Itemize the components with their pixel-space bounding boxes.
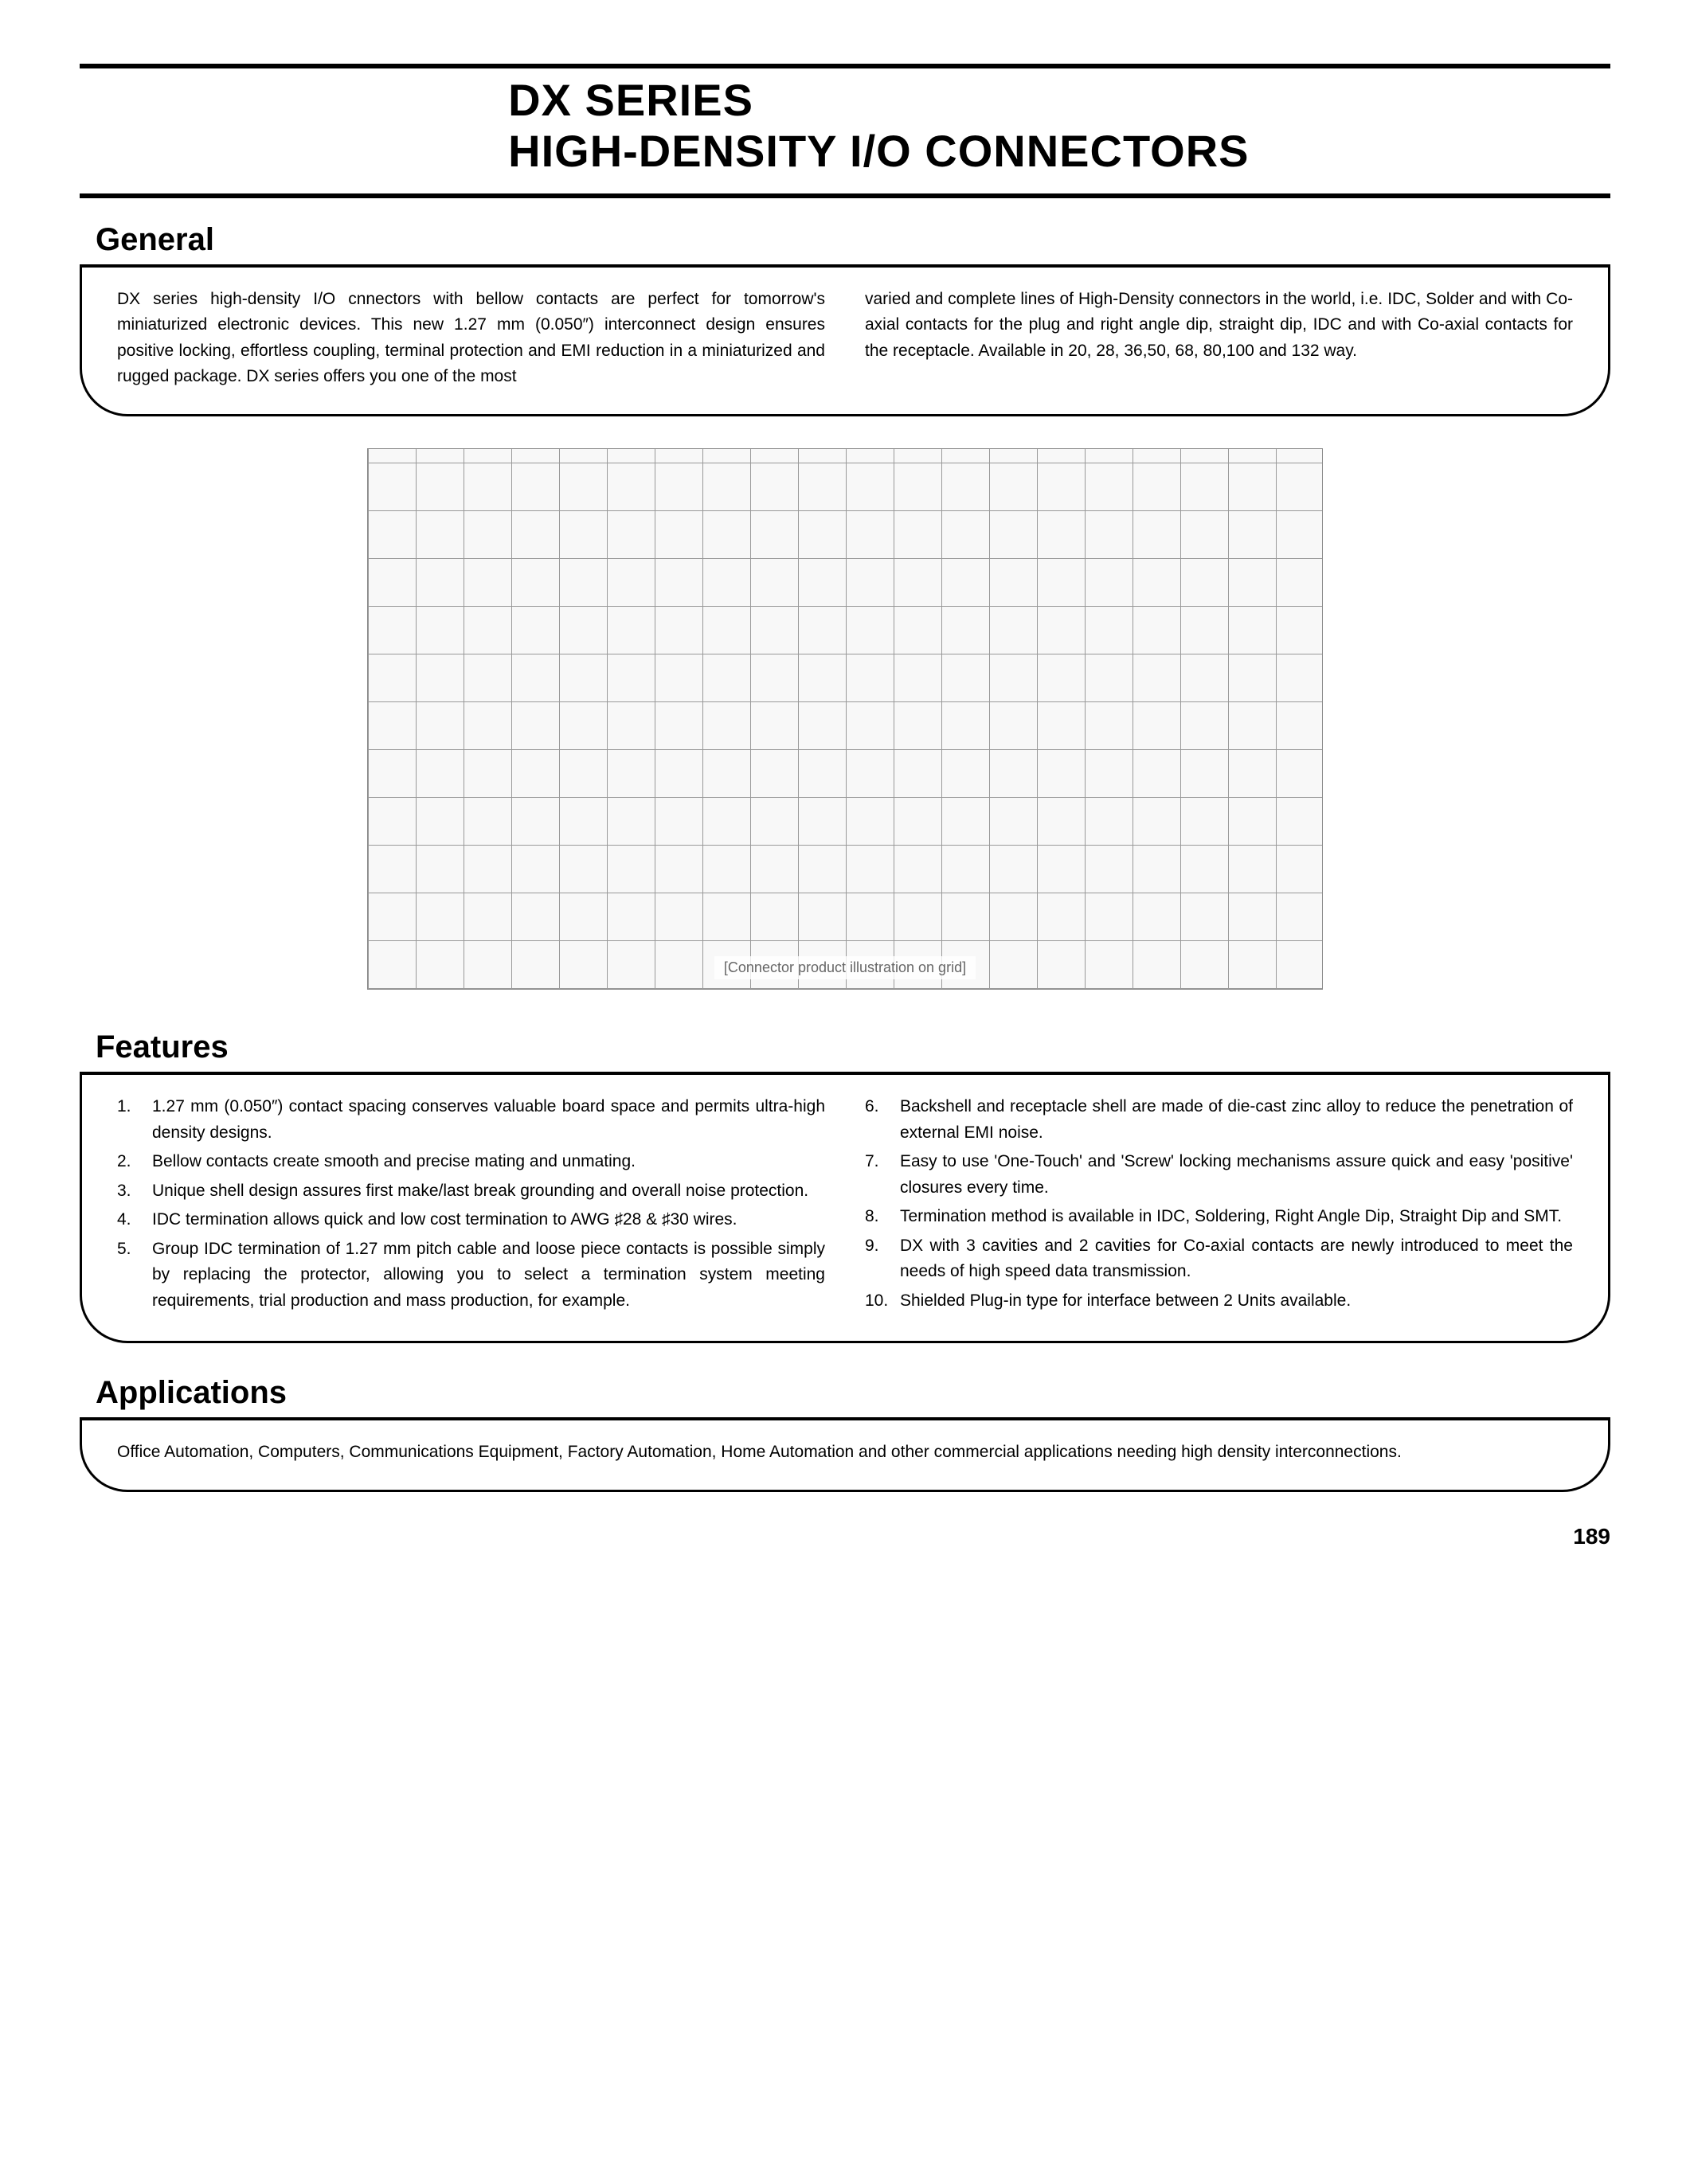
feature-number: 2. [117,1149,152,1175]
product-image-area: [Connector product illustration on grid] [80,448,1610,990]
feature-number: 6. [865,1094,900,1146]
feature-item: 1. 1.27 mm (0.050″) contact spacing cons… [117,1094,825,1146]
features-col-right: 6. Backshell and receptacle shell are ma… [865,1094,1573,1317]
image-caption: [Connector product illustration on grid] [714,956,976,979]
features-bubble: 1. 1.27 mm (0.050″) contact spacing cons… [80,1075,1610,1343]
feature-item: 2. Bellow contacts create smooth and pre… [117,1149,825,1175]
feature-number: 1. [117,1094,152,1146]
general-heading: General [80,222,1610,258]
general-columns: DX series high-density I/O cnnectors wit… [117,287,1573,390]
feature-number: 3. [117,1178,152,1205]
feature-text: Shielded Plug-in type for interface betw… [900,1288,1351,1315]
feature-text: Easy to use 'One-Touch' and 'Screw' lock… [900,1149,1573,1201]
features-columns: 1. 1.27 mm (0.050″) contact spacing cons… [117,1094,1573,1317]
feature-item: 5. Group IDC termination of 1.27 mm pitc… [117,1237,825,1315]
feature-text: Backshell and receptacle shell are made … [900,1094,1573,1146]
feature-item: 7. Easy to use 'One-Touch' and 'Screw' l… [865,1149,1573,1201]
title-bottom-rule [80,193,1610,198]
general-col-2: varied and complete lines of High-Densit… [865,287,1573,390]
page-number: 189 [80,1524,1610,1549]
applications-text: Office Automation, Computers, Communicat… [117,1440,1573,1466]
feature-text: Bellow contacts create smooth and precis… [152,1149,636,1175]
title-line-2: HIGH-DENSITY I/O CONNECTORS [508,126,1610,177]
feature-text: 1.27 mm (0.050″) contact spacing conserv… [152,1094,825,1146]
top-border-rule [80,64,1610,68]
feature-item: 9. DX with 3 cavities and 2 cavities for… [865,1233,1573,1285]
general-bubble: DX series high-density I/O cnnectors wit… [80,268,1610,416]
feature-number: 8. [865,1204,900,1230]
feature-text: Group IDC termination of 1.27 mm pitch c… [152,1237,825,1315]
applications-heading: Applications [80,1375,1610,1411]
title-line-1: DX SERIES [508,75,1610,126]
feature-text: Termination method is available in IDC, … [900,1204,1562,1230]
feature-text: IDC termination allows quick and low cos… [152,1207,737,1233]
features-heading: Features [80,1029,1610,1065]
feature-item: 3. Unique shell design assures first mak… [117,1178,825,1205]
feature-number: 4. [117,1207,152,1233]
feature-number: 9. [865,1233,900,1285]
feature-text: DX with 3 cavities and 2 cavities for Co… [900,1233,1573,1285]
features-col-left: 1. 1.27 mm (0.050″) contact spacing cons… [117,1094,825,1317]
feature-number: 7. [865,1149,900,1201]
general-col-1: DX series high-density I/O cnnectors wit… [117,287,825,390]
title-block: DX SERIES HIGH-DENSITY I/O CONNECTORS [80,75,1610,193]
feature-text: Unique shell design assures first make/l… [152,1178,808,1205]
feature-item: 10. Shielded Plug-in type for interface … [865,1288,1573,1315]
product-image-placeholder: [Connector product illustration on grid] [367,448,1323,990]
applications-bubble: Office Automation, Computers, Communicat… [80,1420,1610,1492]
feature-item: 8. Termination method is available in ID… [865,1204,1573,1230]
feature-item: 6. Backshell and receptacle shell are ma… [865,1094,1573,1146]
feature-number: 10. [865,1288,900,1315]
feature-item: 4. IDC termination allows quick and low … [117,1207,825,1233]
feature-number: 5. [117,1237,152,1315]
